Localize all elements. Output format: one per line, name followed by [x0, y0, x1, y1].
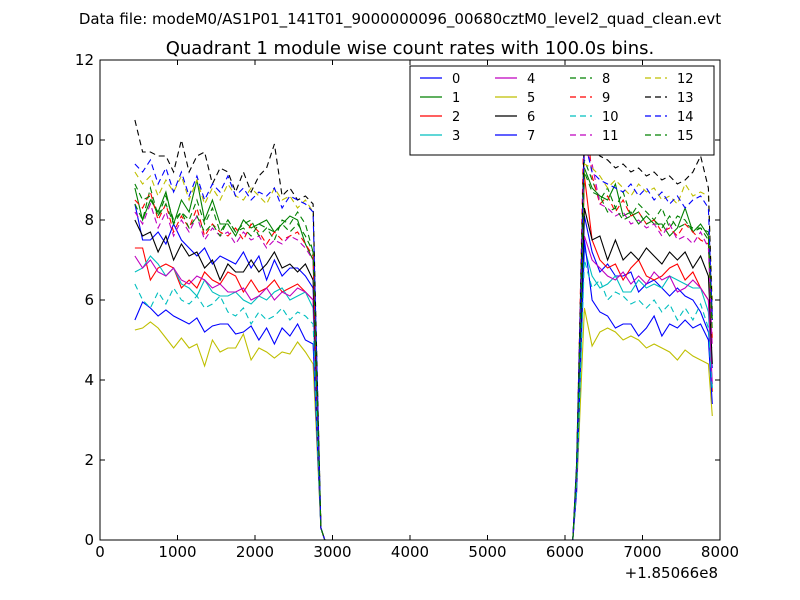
x-tick-label: 5000 — [468, 543, 506, 561]
series-line-3 — [134, 247, 713, 541]
chart-title: Quadrant 1 module wise count rates with … — [166, 38, 655, 59]
legend-label-8: 8 — [602, 72, 610, 87]
series-line-4 — [134, 235, 713, 541]
legend-label-4: 4 — [527, 72, 535, 87]
legend-label-3: 3 — [452, 129, 460, 144]
series-line-6 — [134, 207, 713, 541]
legend-label-7: 7 — [527, 129, 535, 144]
legend-label-12: 12 — [677, 72, 694, 87]
legend-box — [409, 65, 715, 156]
legend-label-10: 10 — [602, 110, 619, 125]
legend-label-6: 6 — [527, 110, 535, 125]
y-tick-label: 12 — [75, 51, 94, 69]
x-tick-label: 2000 — [236, 543, 274, 561]
x-tick-label: 6000 — [546, 543, 584, 561]
series-line-14 — [134, 139, 713, 541]
legend-label-13: 13 — [677, 91, 694, 106]
legend-label-9: 9 — [602, 91, 610, 106]
y-tick-label: 4 — [84, 371, 94, 389]
series-line-7 — [134, 239, 713, 541]
series-line-15 — [134, 171, 713, 541]
series-line-8 — [134, 159, 713, 541]
legend-label-14: 14 — [677, 110, 694, 125]
y-tick-label: 10 — [75, 131, 94, 149]
x-tick-label: 4000 — [391, 543, 429, 561]
series-line-5 — [134, 307, 713, 541]
x-tick-label: 0 — [95, 543, 105, 561]
x-offset-label: +1.85066e8 — [625, 564, 718, 582]
series-line-0 — [134, 203, 713, 541]
legend-label-1: 1 — [452, 91, 460, 106]
legend-label-11: 11 — [602, 129, 619, 144]
x-tick-label: 3000 — [313, 543, 351, 561]
y-tick-label: 8 — [84, 211, 94, 229]
y-tick-label: 0 — [84, 531, 94, 549]
legend-label-5: 5 — [527, 91, 535, 106]
x-axis: 0 1000 2000 3000 4000 5000 6000 7000 8000 — [95, 60, 739, 561]
series-line-9 — [134, 99, 713, 541]
legend-label-15: 15 — [677, 129, 694, 144]
plot-area: 0 1000 2000 3000 4000 5000 6000 7000 8000 0 2 4 6 8 1… — [75, 51, 739, 561]
x-tick-label: 1000 — [158, 543, 196, 561]
y-tick-label: 6 — [84, 291, 94, 309]
legend-label-2: 2 — [452, 110, 460, 125]
x-tick-label: 8000 — [701, 543, 739, 561]
series-line-12 — [134, 163, 713, 541]
x-tick-label: 7000 — [623, 543, 661, 561]
data-file-label: Data file: modeM0/AS1P01_141T01_90000000… — [79, 10, 721, 29]
series-layer — [134, 99, 713, 541]
series-line-11 — [134, 147, 713, 541]
y-tick-label: 2 — [84, 451, 94, 469]
legend-label-0: 0 — [452, 72, 460, 87]
